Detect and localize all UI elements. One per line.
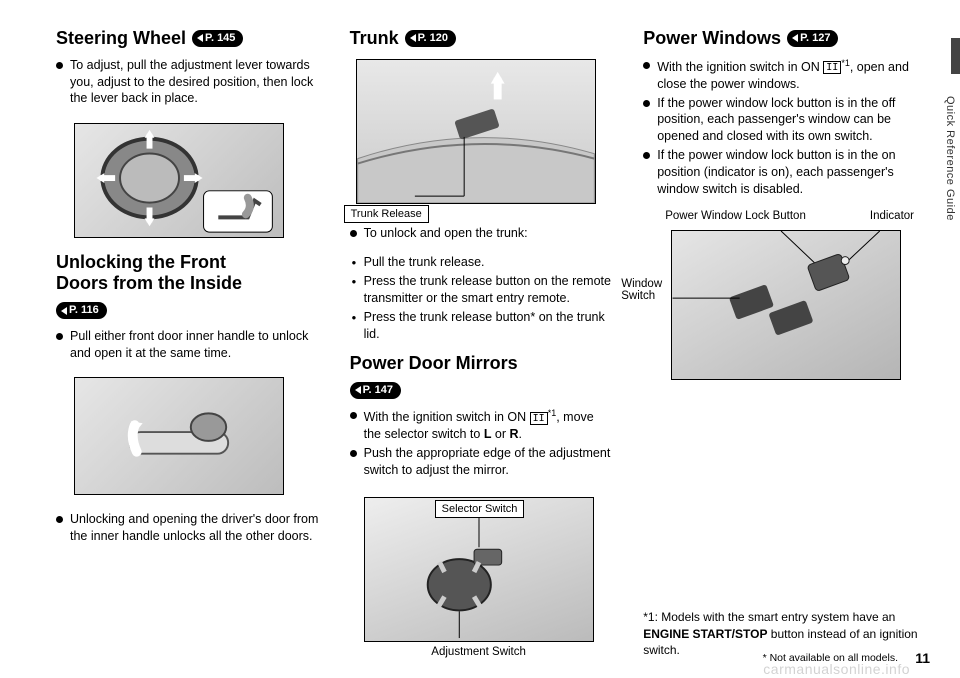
bullet-item: With the ignition switch in ON II*1, mov… bbox=[350, 407, 614, 443]
trunk-illustration bbox=[357, 60, 595, 203]
sup: *1 bbox=[841, 58, 850, 68]
heading-mirrors: Power Door Mirrors bbox=[350, 353, 614, 374]
bullet-item: Push the appropriate edge of the adjustm… bbox=[350, 445, 614, 479]
ignition-ii-icon: II bbox=[823, 61, 841, 74]
label-lock-button: Power Window Lock Button bbox=[665, 210, 806, 222]
power-label-row: Power Window Lock Button Indicator bbox=[665, 210, 914, 222]
sub-item: Press the trunk release button on the re… bbox=[350, 273, 614, 307]
steering-illustration bbox=[75, 124, 283, 237]
bullet-item: To unlock and open the trunk: bbox=[350, 225, 614, 242]
unlocking-bullets-2: Unlocking and opening the driver's door … bbox=[56, 511, 320, 547]
pill-arrow-icon bbox=[410, 34, 416, 42]
power-bullets: With the ignition switch in ON II*1, ope… bbox=[643, 57, 920, 200]
figure-door-handle bbox=[74, 377, 284, 495]
pill-text: P. 127 bbox=[800, 31, 830, 46]
heading-text: Power Windows bbox=[643, 28, 781, 49]
heading-line1: Unlocking the Front bbox=[56, 252, 226, 272]
figure-steering-wheel bbox=[74, 123, 284, 238]
side-tab-marker bbox=[951, 38, 960, 74]
heading-trunk: Trunk P. 120 bbox=[350, 28, 614, 49]
figure-power-windows bbox=[671, 230, 901, 380]
page-ref-pill: P. 127 bbox=[787, 30, 838, 47]
pill-text: P. 120 bbox=[418, 31, 448, 46]
t: R bbox=[510, 427, 519, 441]
handle-illustration bbox=[75, 378, 283, 494]
footnote-smart-entry: *1: Models with the smart entry system h… bbox=[643, 569, 920, 658]
page-body: Steering Wheel P. 145 To adjust, pull th… bbox=[0, 0, 960, 678]
power-illustration bbox=[672, 231, 900, 379]
callout-selector-switch: Selector Switch bbox=[435, 500, 525, 518]
bullet-item: With the ignition switch in ON II*1, ope… bbox=[643, 57, 920, 93]
sup: *1 bbox=[548, 408, 557, 418]
pill-text: P. 147 bbox=[363, 383, 393, 398]
unlocking-bullets-1: Pull either front door inner handle to u… bbox=[56, 328, 320, 364]
steering-bullets: To adjust, pull the adjustment lever tow… bbox=[56, 57, 320, 110]
pill-arrow-icon bbox=[792, 34, 798, 42]
bullet-item: If the power window lock button is in th… bbox=[643, 147, 920, 198]
column-1: Steering Wheel P. 145 To adjust, pull th… bbox=[56, 28, 320, 658]
label-indicator: Indicator bbox=[870, 210, 914, 222]
label-window-switch: WindowSwitch bbox=[621, 278, 662, 303]
pill-text: P. 145 bbox=[205, 31, 235, 46]
bullet-item: To adjust, pull the adjustment lever tow… bbox=[56, 57, 320, 108]
mirror-bullets: With the ignition switch in ON II*1, mov… bbox=[350, 407, 614, 481]
t: *1: Models with the smart entry system h… bbox=[643, 610, 895, 624]
sub-item: Press the trunk release button* on the t… bbox=[350, 309, 614, 343]
t: or bbox=[491, 427, 509, 441]
mirror-illustration bbox=[365, 498, 593, 641]
figure-mirror: Selector Switch bbox=[364, 497, 594, 642]
heading-text: Steering Wheel bbox=[56, 28, 186, 49]
page-ref-pill: P. 147 bbox=[350, 382, 401, 399]
pill-arrow-icon bbox=[197, 34, 203, 42]
power-figure-wrap: WindowSwitch bbox=[643, 224, 920, 384]
pill-arrow-icon bbox=[61, 307, 67, 315]
bullet-item: Unlocking and opening the driver's door … bbox=[56, 511, 320, 545]
watermark: carmanualsonline.info bbox=[763, 661, 910, 677]
t: . bbox=[519, 427, 522, 441]
page-number: 11 bbox=[915, 650, 930, 666]
pill-arrow-icon bbox=[355, 386, 361, 394]
sub-item: Pull the trunk release. bbox=[350, 254, 614, 271]
heading-power-windows: Power Windows P. 127 bbox=[643, 28, 920, 49]
figure-trunk bbox=[356, 59, 596, 204]
t: With the ignition switch in ON bbox=[364, 411, 530, 425]
column-3: Power Windows P. 127 With the ignition s… bbox=[643, 28, 920, 658]
heading-text: Power Door Mirrors bbox=[350, 353, 518, 374]
heading-steering-wheel: Steering Wheel P. 145 bbox=[56, 28, 320, 49]
trunk-subbullets: Pull the trunk release. Press the trunk … bbox=[350, 254, 614, 344]
bullet-item: If the power window lock button is in th… bbox=[643, 95, 920, 146]
callout-trunk-release: Trunk Release bbox=[344, 205, 429, 223]
t: ENGINE START/STOP bbox=[643, 627, 767, 641]
label-adjustment-switch: Adjustment Switch bbox=[364, 646, 594, 658]
ignition-ii-icon: II bbox=[530, 412, 548, 425]
pill-text: P. 116 bbox=[69, 303, 99, 318]
page-ref-pill: P. 116 bbox=[56, 302, 107, 319]
page-ref-pill: P. 120 bbox=[405, 30, 456, 47]
trunk-bullets: To unlock and open the trunk: bbox=[350, 225, 614, 244]
bullet-item: Pull either front door inner handle to u… bbox=[56, 328, 320, 362]
side-section-label: Quick Reference Guide bbox=[944, 96, 956, 221]
heading-unlocking: Unlocking the Front Doors from the Insid… bbox=[56, 252, 320, 293]
t: With the ignition switch in ON bbox=[657, 60, 823, 74]
page-ref-pill: P. 145 bbox=[192, 30, 243, 47]
heading-line2: Doors from the Inside bbox=[56, 273, 242, 293]
column-2: Trunk P. 120 Trunk Release To unlock and… bbox=[350, 28, 614, 658]
heading-text: Trunk bbox=[350, 28, 399, 49]
